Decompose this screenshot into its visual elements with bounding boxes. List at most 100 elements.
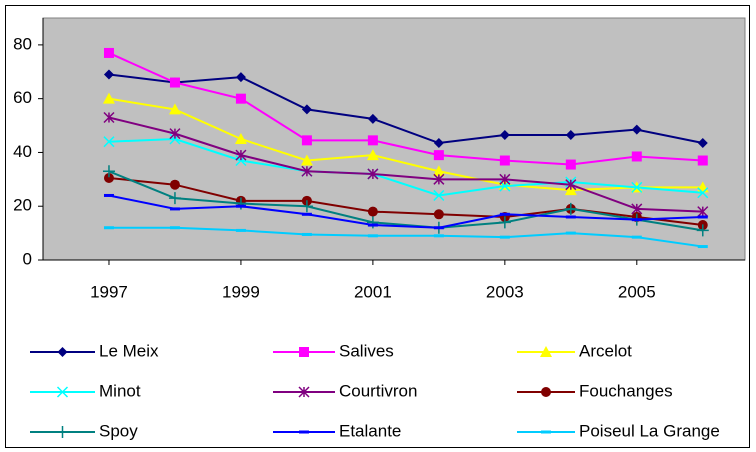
marker xyxy=(235,72,246,83)
marker xyxy=(235,93,246,104)
marker xyxy=(433,189,445,201)
x-tick-label: 2001 xyxy=(354,282,392,301)
marker xyxy=(565,179,577,191)
marker xyxy=(433,173,445,185)
series-line xyxy=(108,194,703,229)
marker xyxy=(433,150,444,161)
legend-label: Minot xyxy=(99,381,141,400)
marker xyxy=(102,92,115,104)
marker xyxy=(565,231,576,235)
marker xyxy=(631,235,642,239)
marker xyxy=(234,133,247,144)
y-tick-label: 80 xyxy=(13,34,32,53)
legend-label: Etalante xyxy=(339,421,401,440)
legend-marker xyxy=(299,430,309,434)
marker xyxy=(697,187,709,199)
marker xyxy=(300,200,313,213)
legend-marker xyxy=(541,430,551,434)
legend-label: Salives xyxy=(339,341,394,360)
marker xyxy=(103,136,115,148)
legend-label: Fouchanges xyxy=(579,381,673,400)
marker xyxy=(433,209,444,220)
x-tick-label: 1997 xyxy=(90,282,128,301)
marker xyxy=(433,138,444,149)
marker xyxy=(499,173,511,185)
series-line xyxy=(108,116,703,213)
marker xyxy=(235,228,246,232)
marker xyxy=(169,128,181,140)
marker xyxy=(367,206,378,217)
legend-label: Spoy xyxy=(99,421,138,440)
legend-marker xyxy=(57,347,68,357)
x-tick-label: 2005 xyxy=(618,282,656,301)
marker xyxy=(367,234,378,238)
marker xyxy=(301,104,312,115)
y-tick-label: 40 xyxy=(13,142,32,161)
legend-marker xyxy=(56,386,69,398)
legend-marker xyxy=(299,347,309,357)
marker xyxy=(499,129,510,140)
legend-label: Arcelot xyxy=(579,341,632,360)
marker xyxy=(301,232,312,236)
y-tick-label: 60 xyxy=(13,88,32,107)
marker xyxy=(103,172,114,183)
marker xyxy=(564,202,577,215)
legend-marker xyxy=(298,386,310,398)
marker xyxy=(499,155,510,166)
marker xyxy=(367,135,378,146)
marker xyxy=(697,206,709,218)
marker xyxy=(697,138,708,149)
marker xyxy=(366,149,379,161)
marker xyxy=(103,111,115,124)
x-tick-label: 2003 xyxy=(486,282,524,301)
marker xyxy=(367,223,378,227)
marker xyxy=(696,224,709,237)
marker xyxy=(697,155,708,166)
marker xyxy=(169,207,180,211)
marker xyxy=(565,159,576,170)
marker xyxy=(498,216,511,229)
series-line xyxy=(108,176,703,227)
marker xyxy=(631,181,643,193)
series-line xyxy=(108,52,703,166)
y-tick-label: 0 xyxy=(23,249,32,268)
marker xyxy=(697,215,708,219)
marker xyxy=(103,69,114,80)
legend-marker xyxy=(56,426,69,438)
marker xyxy=(169,226,180,230)
marker xyxy=(499,235,510,239)
marker xyxy=(103,47,114,58)
legend-marker xyxy=(540,346,552,357)
marker xyxy=(301,165,313,177)
marker xyxy=(565,215,576,219)
marker xyxy=(103,193,114,197)
marker xyxy=(300,154,313,166)
series-line xyxy=(108,73,703,145)
marker xyxy=(168,103,181,115)
marker xyxy=(565,129,576,140)
marker xyxy=(631,124,642,135)
legend-label: Courtivron xyxy=(339,381,417,400)
marker xyxy=(631,218,642,222)
marker xyxy=(169,179,180,190)
marker xyxy=(235,154,247,167)
marker xyxy=(169,77,180,88)
marker xyxy=(102,165,115,178)
marker xyxy=(235,204,246,208)
marker xyxy=(433,226,444,230)
marker xyxy=(301,135,312,146)
marker xyxy=(367,113,378,124)
marker xyxy=(433,234,444,238)
legend-label: Le Meix xyxy=(99,341,159,360)
marker xyxy=(168,192,181,205)
y-tick-label: 20 xyxy=(13,196,32,215)
marker xyxy=(367,168,379,180)
series-line xyxy=(108,226,703,248)
series-line xyxy=(108,170,703,232)
legend-label: Poiseul La Grange xyxy=(579,421,720,440)
x-tick-label: 1999 xyxy=(222,282,260,301)
marker xyxy=(432,165,445,177)
marker xyxy=(103,226,114,230)
marker xyxy=(631,151,642,162)
